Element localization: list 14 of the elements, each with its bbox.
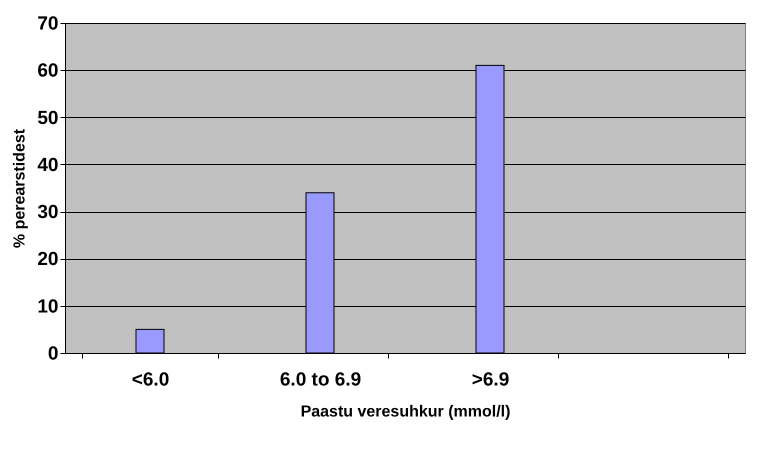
bar (136, 328, 164, 354)
y-tick-label: 0 (48, 344, 58, 364)
y-tick-label: 20 (37, 249, 58, 270)
y-tick-label: 50 (37, 108, 58, 129)
y-tick-label: 70 (37, 14, 58, 34)
x-axis-title: Paastu veresuhkur (mmol/l) (300, 404, 510, 420)
x-tick-label: <6.0 (132, 370, 170, 390)
x-tick-label: 6.0 to 6.9 (280, 370, 362, 390)
y-tick-label: 10 (37, 296, 58, 318)
y-tick-label: 30 (37, 202, 58, 224)
y-tick-label: 40 (37, 154, 58, 176)
y-tick-label: 60 (37, 60, 58, 82)
x-tick-label: >6.9 (472, 370, 510, 390)
y-axis-title: % perearstidest (11, 128, 28, 248)
